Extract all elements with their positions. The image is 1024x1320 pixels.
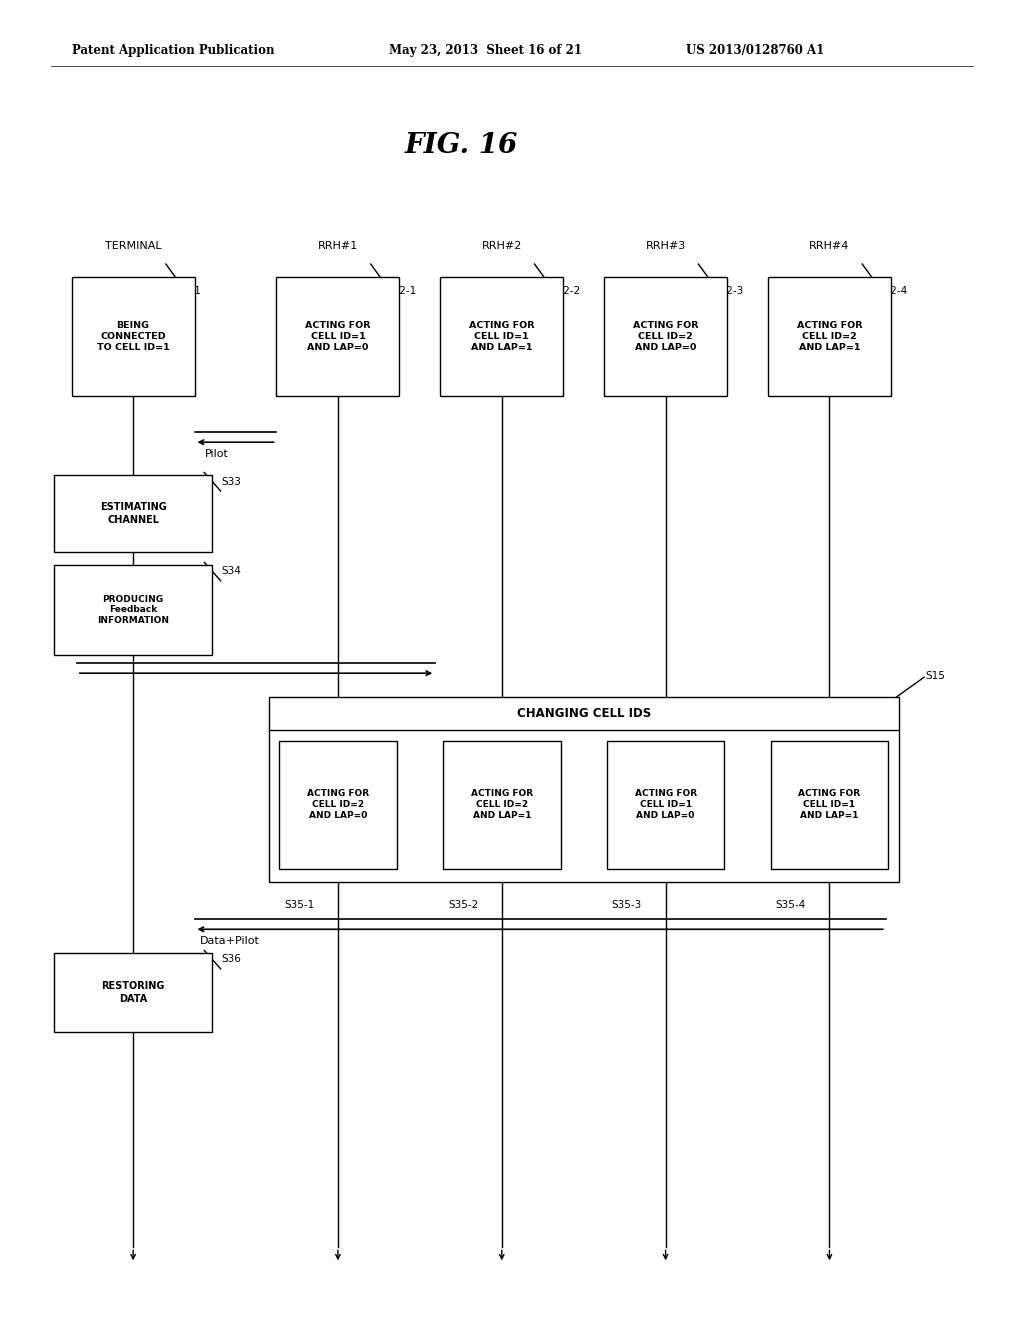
Text: S35-3: S35-3 <box>612 900 642 911</box>
Text: Pilot: Pilot <box>205 449 228 459</box>
Bar <box>440 277 563 396</box>
Text: ACTING FOR
CELL ID=1
AND LAP=1: ACTING FOR CELL ID=1 AND LAP=1 <box>469 321 535 352</box>
Text: May 23, 2013  Sheet 16 of 21: May 23, 2013 Sheet 16 of 21 <box>389 44 582 57</box>
Text: ACTING FOR
CELL ID=2
AND LAP=1: ACTING FOR CELL ID=2 AND LAP=1 <box>797 321 862 352</box>
Text: S36: S36 <box>222 954 242 965</box>
Bar <box>768 277 891 396</box>
Text: RRH#2: RRH#2 <box>481 240 522 251</box>
Bar <box>276 277 399 396</box>
Text: ACTING FOR
CELL ID=2
AND LAP=0: ACTING FOR CELL ID=2 AND LAP=0 <box>307 789 369 820</box>
Text: S32-1: S32-1 <box>386 286 417 297</box>
Text: ACTING FOR
CELL ID=1
AND LAP=0: ACTING FOR CELL ID=1 AND LAP=0 <box>305 321 371 352</box>
Text: US 2013/0128760 A1: US 2013/0128760 A1 <box>686 44 824 57</box>
Text: TERMINAL: TERMINAL <box>104 240 162 251</box>
Text: S35-1: S35-1 <box>285 900 314 911</box>
Bar <box>72 277 195 396</box>
Text: RRH#3: RRH#3 <box>645 240 686 251</box>
Text: RESTORING
DATA: RESTORING DATA <box>101 982 165 1003</box>
Bar <box>771 741 889 869</box>
Bar <box>268 697 899 882</box>
Text: CHANGING CELL IDS: CHANGING CELL IDS <box>516 708 651 719</box>
Text: Data+Pilot: Data+Pilot <box>200 936 259 946</box>
Text: PRODUCING
Feedback
INFORMATION: PRODUCING Feedback INFORMATION <box>97 594 169 626</box>
Bar <box>54 953 213 1032</box>
Text: S34: S34 <box>222 566 242 577</box>
Text: RRH#4: RRH#4 <box>809 240 850 251</box>
Text: ESTIMATING
CHANNEL: ESTIMATING CHANNEL <box>99 503 167 524</box>
Bar <box>604 277 727 396</box>
Text: S15: S15 <box>926 671 945 681</box>
Bar <box>606 741 725 869</box>
Text: FIG. 16: FIG. 16 <box>404 132 517 158</box>
Text: S31: S31 <box>181 286 201 297</box>
Text: S32-3: S32-3 <box>714 286 744 297</box>
Text: S32-4: S32-4 <box>878 286 908 297</box>
Text: S35-4: S35-4 <box>776 900 806 911</box>
Text: S35-2: S35-2 <box>449 900 478 911</box>
Text: RRH#1: RRH#1 <box>317 240 358 251</box>
Bar <box>442 741 561 869</box>
Bar <box>54 565 213 655</box>
Text: ACTING FOR
CELL ID=2
AND LAP=1: ACTING FOR CELL ID=2 AND LAP=1 <box>471 789 532 820</box>
Text: BEING
CONNECTED
TO CELL ID=1: BEING CONNECTED TO CELL ID=1 <box>96 321 170 352</box>
Text: Patent Application Publication: Patent Application Publication <box>72 44 274 57</box>
Bar <box>279 741 397 869</box>
Text: S32-2: S32-2 <box>550 286 581 297</box>
Text: ACTING FOR
CELL ID=1
AND LAP=1: ACTING FOR CELL ID=1 AND LAP=1 <box>799 789 860 820</box>
Text: S33: S33 <box>222 477 242 487</box>
Bar <box>54 475 213 552</box>
Text: ACTING FOR
CELL ID=2
AND LAP=0: ACTING FOR CELL ID=2 AND LAP=0 <box>633 321 698 352</box>
Text: ACTING FOR
CELL ID=1
AND LAP=0: ACTING FOR CELL ID=1 AND LAP=0 <box>635 789 696 820</box>
